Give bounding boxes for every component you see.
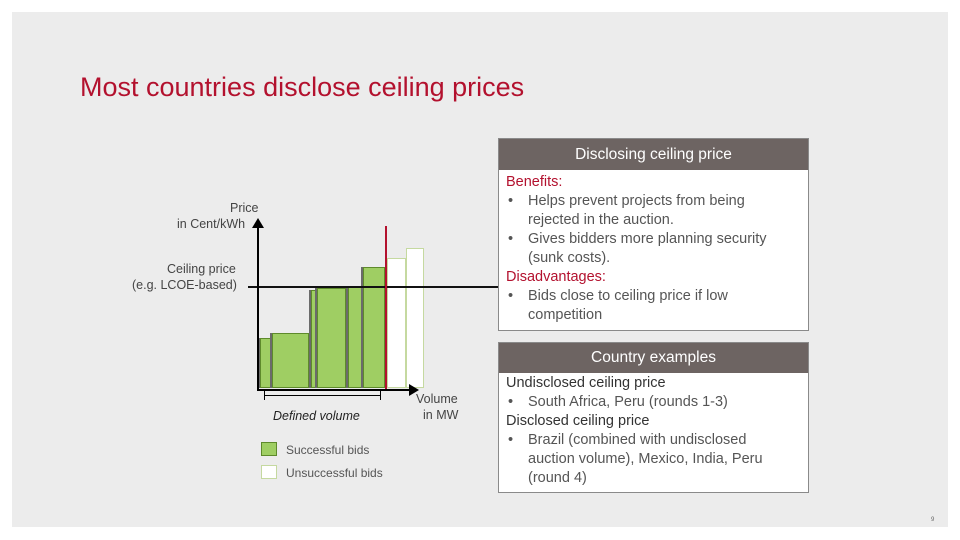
legend-successful-label: Successful bids bbox=[286, 443, 370, 457]
successful-bid-bar bbox=[260, 338, 272, 388]
defined-volume-bracket-left bbox=[264, 391, 265, 400]
benefit-item-line: (sunk costs). bbox=[528, 250, 611, 266]
y-axis-label-line1: Price bbox=[230, 201, 259, 215]
page-number: 9 bbox=[931, 517, 935, 523]
legend-unsuccessful-swatch bbox=[261, 465, 277, 479]
unsuccessful-bid-bar bbox=[387, 258, 406, 388]
defined-volume-bracket-right bbox=[380, 391, 381, 400]
x-axis-label-line2: in MW bbox=[423, 408, 459, 422]
undisclosed-item: South Africa, Peru (rounds 1-3) bbox=[506, 393, 808, 412]
legend-successful-swatch bbox=[261, 442, 277, 456]
disclosing-ceiling-price-body: Benefits: Helps prevent projects from be… bbox=[499, 173, 808, 325]
country-examples-body: Undisclosed ceiling price South Africa, … bbox=[499, 374, 808, 488]
ceiling-price-label-line1: Ceiling price bbox=[167, 262, 236, 276]
x-axis bbox=[257, 389, 411, 391]
country-examples-box: Country examples Undisclosed ceiling pri… bbox=[498, 342, 809, 493]
disadvantages-list: Bids close to ceiling price if low compe… bbox=[506, 287, 808, 325]
successful-bid-bar bbox=[348, 286, 362, 388]
unsuccessful-bid-bar bbox=[406, 248, 424, 388]
x-axis-arrow-icon bbox=[409, 384, 419, 396]
disclosing-ceiling-price-box: Disclosing ceiling price Benefits: Helps… bbox=[498, 138, 809, 331]
successful-bid-bar bbox=[272, 333, 309, 388]
successful-bid-bar bbox=[317, 288, 346, 388]
benefit-item: Gives bidders more planning security (su… bbox=[506, 230, 808, 268]
benefit-item: Helps prevent projects from being reject… bbox=[506, 192, 808, 230]
disadvantages-title: Disadvantages: bbox=[506, 269, 606, 285]
defined-volume-label: Defined volume bbox=[273, 409, 360, 423]
undisclosed-list: South Africa, Peru (rounds 1-3) bbox=[506, 393, 808, 412]
defined-volume-marker bbox=[385, 226, 387, 390]
successful-bid-bar bbox=[311, 290, 317, 388]
disadvantage-item-line: Bids close to ceiling price if low bbox=[528, 288, 728, 304]
benefit-item-line: Gives bidders more planning security bbox=[528, 231, 767, 247]
disclosing-ceiling-price-header: Disclosing ceiling price bbox=[499, 139, 808, 170]
slide-title: Most countries disclose ceiling prices bbox=[80, 72, 525, 102]
y-axis bbox=[257, 226, 259, 390]
disadvantage-item: Bids close to ceiling price if low compe… bbox=[506, 287, 808, 325]
disclosed-item-line: Brazil (combined with undisclosed bbox=[528, 432, 747, 448]
benefit-item-line: Helps prevent projects from being bbox=[528, 193, 745, 209]
disclosed-title: Disclosed ceiling price bbox=[506, 413, 650, 429]
benefit-item-line: rejected in the auction. bbox=[528, 212, 674, 228]
ceiling-price-line bbox=[248, 286, 498, 288]
disclosed-list: Brazil (combined with undisclosed auctio… bbox=[506, 431, 808, 488]
y-axis-label-line2: in Cent/kWh bbox=[177, 217, 246, 231]
disclosed-item: Brazil (combined with undisclosed auctio… bbox=[506, 431, 808, 488]
disadvantage-item-line: competition bbox=[528, 307, 603, 323]
x-axis-label-line1: Volume bbox=[416, 392, 458, 406]
legend-unsuccessful-label: Unsuccessful bids bbox=[286, 466, 383, 480]
benefits-title: Benefits: bbox=[506, 174, 563, 190]
defined-volume-bracket bbox=[264, 395, 380, 396]
y-axis-arrow-icon bbox=[252, 218, 264, 228]
ceiling-price-label-line2: (e.g. LCOE-based) bbox=[132, 278, 237, 292]
benefits-list: Helps prevent projects from being reject… bbox=[506, 192, 808, 268]
successful-bid-bar bbox=[363, 267, 385, 388]
country-examples-header: Country examples bbox=[499, 343, 808, 373]
disclosed-item-line: auction volume), Mexico, India, Peru bbox=[528, 451, 763, 467]
disclosed-item-line: (round 4) bbox=[528, 470, 587, 486]
undisclosed-title: Undisclosed ceiling price bbox=[506, 375, 666, 391]
